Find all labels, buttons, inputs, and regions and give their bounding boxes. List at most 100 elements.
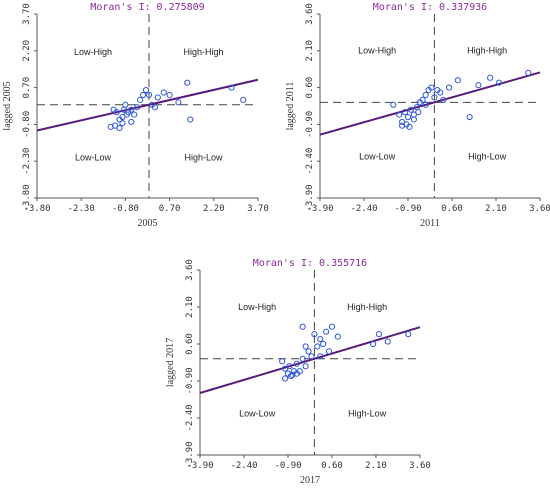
data-point bbox=[299, 323, 306, 330]
data-point bbox=[308, 353, 315, 360]
data-point bbox=[286, 363, 293, 370]
data-point bbox=[302, 363, 309, 370]
y-tick-label: -2.40 bbox=[185, 404, 195, 431]
y-tick-label: -3.90 bbox=[305, 184, 315, 211]
panel-2: Moran's I: 0.337936 -3.90 -2.40 -0.90 0.60 2.… bbox=[285, 2, 550, 229]
data-point bbox=[325, 348, 333, 355]
y-axis-label: lagged 2011 bbox=[285, 82, 296, 131]
panel-3: Moran's I: 0.355716 -3.90 -2.40 -0.90 0.60 2.… bbox=[165, 258, 431, 486]
x-tick-label: -0.80 bbox=[112, 204, 139, 214]
data-point bbox=[399, 122, 406, 129]
x-tick-label: 3.60 bbox=[529, 204, 550, 214]
data-point bbox=[328, 323, 336, 330]
data-point bbox=[116, 124, 123, 132]
data-point bbox=[305, 348, 312, 355]
data-point bbox=[139, 91, 147, 99]
data-point bbox=[154, 94, 161, 101]
data-point bbox=[422, 91, 429, 99]
y-tick-label: 3.60 bbox=[305, 3, 315, 25]
quadrant-label-top-right: High-High bbox=[347, 302, 387, 312]
regression-line bbox=[319, 71, 541, 136]
data-point bbox=[440, 96, 447, 103]
data-point bbox=[187, 116, 194, 123]
data-point bbox=[113, 109, 120, 116]
x-tick-label: -0.90 bbox=[274, 461, 301, 471]
y-tick-label: 2.20 bbox=[22, 40, 32, 62]
data-point bbox=[525, 69, 532, 76]
data-point bbox=[431, 94, 438, 101]
data-point bbox=[293, 360, 300, 367]
panel-1: Moran's I: 0.275809 -3.80 -2.30 -0.80 0.70 2.… bbox=[2, 2, 269, 229]
y-tick-label: 3.70 bbox=[22, 3, 32, 25]
data-point bbox=[311, 331, 318, 338]
quadrant-label-bottom-left: Low-Low bbox=[239, 409, 276, 419]
chart-title: Moran's I: 0.355716 bbox=[253, 258, 367, 269]
data-point bbox=[415, 109, 422, 116]
data-point bbox=[145, 91, 153, 99]
data-point bbox=[289, 371, 296, 378]
y-tick-label: -3.90 bbox=[185, 441, 195, 468]
y-tick-label: 0.70 bbox=[22, 77, 32, 99]
data-point bbox=[119, 120, 126, 127]
y-tick-label: 3.60 bbox=[185, 259, 195, 281]
y-tick-label: -0.80 bbox=[22, 111, 32, 138]
data-point bbox=[228, 84, 235, 91]
data-point bbox=[323, 328, 330, 335]
data-point bbox=[320, 340, 327, 348]
quadrant-label-top-left: Low-High bbox=[358, 46, 396, 56]
data-point bbox=[407, 106, 415, 113]
data-point bbox=[428, 84, 435, 91]
data-point bbox=[495, 79, 503, 86]
x-tick-label: -2.40 bbox=[350, 204, 377, 214]
x-tick-label: 3.60 bbox=[409, 461, 431, 471]
regression-line bbox=[199, 326, 421, 394]
data-point bbox=[401, 109, 409, 116]
y-tick-label: 0.60 bbox=[305, 77, 315, 99]
x-tick-label: 0.70 bbox=[159, 204, 181, 214]
data-point bbox=[445, 84, 453, 91]
y-axis-label: lagged 2005 bbox=[2, 81, 13, 130]
y-tick-label: -2.30 bbox=[22, 148, 32, 175]
data-point bbox=[404, 113, 412, 121]
data-point bbox=[293, 370, 300, 377]
y-tick-label: -2.40 bbox=[305, 148, 315, 175]
y-axis-label: lagged 2017 bbox=[165, 338, 176, 387]
quadrant-label-bottom-right: High-Low bbox=[468, 152, 507, 162]
y-tick-label: 0.60 bbox=[185, 333, 195, 355]
x-tick-label: 2.10 bbox=[365, 461, 387, 471]
data-point bbox=[281, 375, 289, 382]
quadrant-label-bottom-left: Low-Low bbox=[75, 153, 112, 163]
chart-title: Moran's I: 0.337936 bbox=[373, 2, 487, 13]
x-axis-label: 2005 bbox=[138, 218, 158, 229]
data-point bbox=[128, 106, 135, 113]
data-point bbox=[422, 101, 429, 108]
x-tick-label: 3.70 bbox=[247, 204, 269, 214]
data-point bbox=[137, 96, 144, 103]
data-point bbox=[334, 333, 341, 340]
data-point bbox=[314, 343, 321, 350]
data-point bbox=[396, 111, 403, 118]
data-point bbox=[107, 123, 114, 130]
data-point bbox=[369, 340, 377, 348]
y-tick-label: -3.80 bbox=[22, 184, 32, 211]
x-tick-label: 0.60 bbox=[321, 461, 343, 471]
data-point bbox=[184, 79, 191, 86]
quadrant-label-bottom-right: High-Low bbox=[184, 153, 223, 163]
data-point bbox=[405, 331, 412, 338]
quadrant-label-top-left: Low-High bbox=[238, 302, 276, 312]
x-tick-label: 2.10 bbox=[485, 204, 507, 214]
regression-line bbox=[36, 78, 259, 132]
data-point bbox=[299, 355, 306, 362]
y-tick-label: -0.90 bbox=[305, 111, 315, 138]
data-point bbox=[131, 111, 138, 118]
data-point bbox=[160, 89, 167, 96]
x-tick-label: -2.30 bbox=[68, 204, 95, 214]
quadrant-label-top-right: High-High bbox=[467, 46, 507, 56]
data-point bbox=[166, 91, 173, 99]
data-point bbox=[390, 101, 397, 108]
data-point bbox=[475, 82, 482, 89]
x-tick-label: 2.20 bbox=[203, 204, 225, 214]
data-point bbox=[406, 123, 413, 130]
x-axis-label: 2017 bbox=[300, 475, 320, 486]
